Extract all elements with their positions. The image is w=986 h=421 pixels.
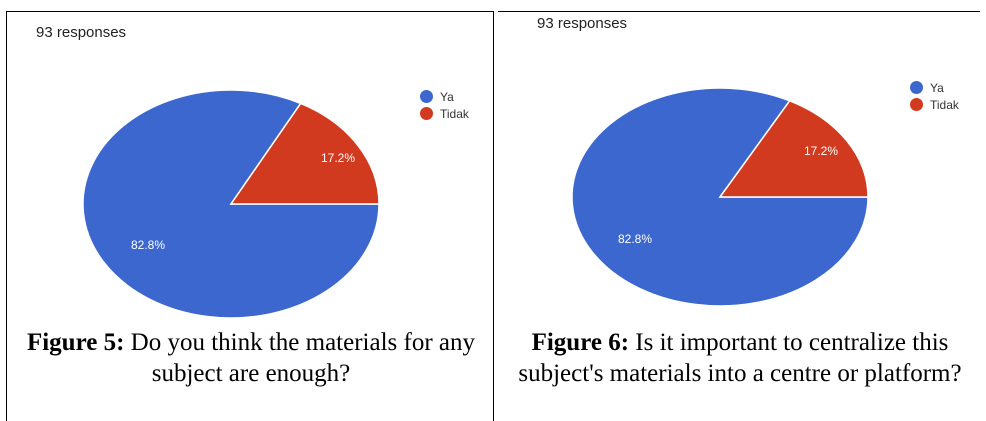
pie-slice-tidak[interactable] <box>229 102 380 205</box>
caption-text: Do you think the materials for any subje… <box>130 329 476 387</box>
legend-swatch-ya <box>910 81 923 94</box>
figure-caption: Figure 6: Is it important to centralize … <box>500 327 980 389</box>
legend-item-ya[interactable]: Ya <box>420 88 469 105</box>
slice-label-tidak: 17.2% <box>804 144 838 158</box>
pie-slice-tidak[interactable] <box>718 99 869 198</box>
caption-text: Is it important to centralize this subje… <box>518 329 962 387</box>
divider <box>493 11 494 421</box>
legend-label-tidak: Tidak <box>930 97 959 112</box>
legend: Ya Tidak <box>910 79 959 113</box>
legend-label-ya: Ya <box>440 89 454 104</box>
pie-chart: 82.8% 17.2% <box>82 89 380 319</box>
chart-panel-figure-5: 93 responses 82.8% 17.2% Ya Tidak Figure … <box>6 11 494 421</box>
legend-item-tidak[interactable]: Tidak <box>910 96 959 113</box>
legend-swatch-ya <box>420 90 433 103</box>
left-border <box>6 11 7 421</box>
pie-chart: 82.8% 17.2% <box>571 87 869 307</box>
legend-swatch-tidak <box>910 98 923 111</box>
top-border <box>6 11 494 12</box>
legend-item-tidak[interactable]: Tidak <box>420 105 469 122</box>
slice-label-tidak: 17.2% <box>321 151 355 165</box>
legend-label-tidak: Tidak <box>440 106 469 121</box>
responses-count: 93 responses <box>36 24 127 41</box>
chart-panel-figure-6: 93 responses 82.8% 17.2% Ya Tidak Figure … <box>495 0 986 421</box>
figure-caption: Figure 5: Do you think the materials for… <box>8 327 494 389</box>
slice-label-ya: 82.8% <box>131 238 165 252</box>
legend-label-ya: Ya <box>930 80 944 95</box>
legend-item-ya[interactable]: Ya <box>910 79 959 96</box>
legend: Ya Tidak <box>420 88 469 122</box>
caption-label: Figure 6: <box>531 329 630 356</box>
responses-count: 93 responses <box>537 15 628 32</box>
slice-label-ya: 82.8% <box>618 232 652 246</box>
top-border <box>498 11 980 12</box>
legend-swatch-tidak <box>420 107 433 120</box>
caption-label: Figure 5: <box>26 329 125 356</box>
